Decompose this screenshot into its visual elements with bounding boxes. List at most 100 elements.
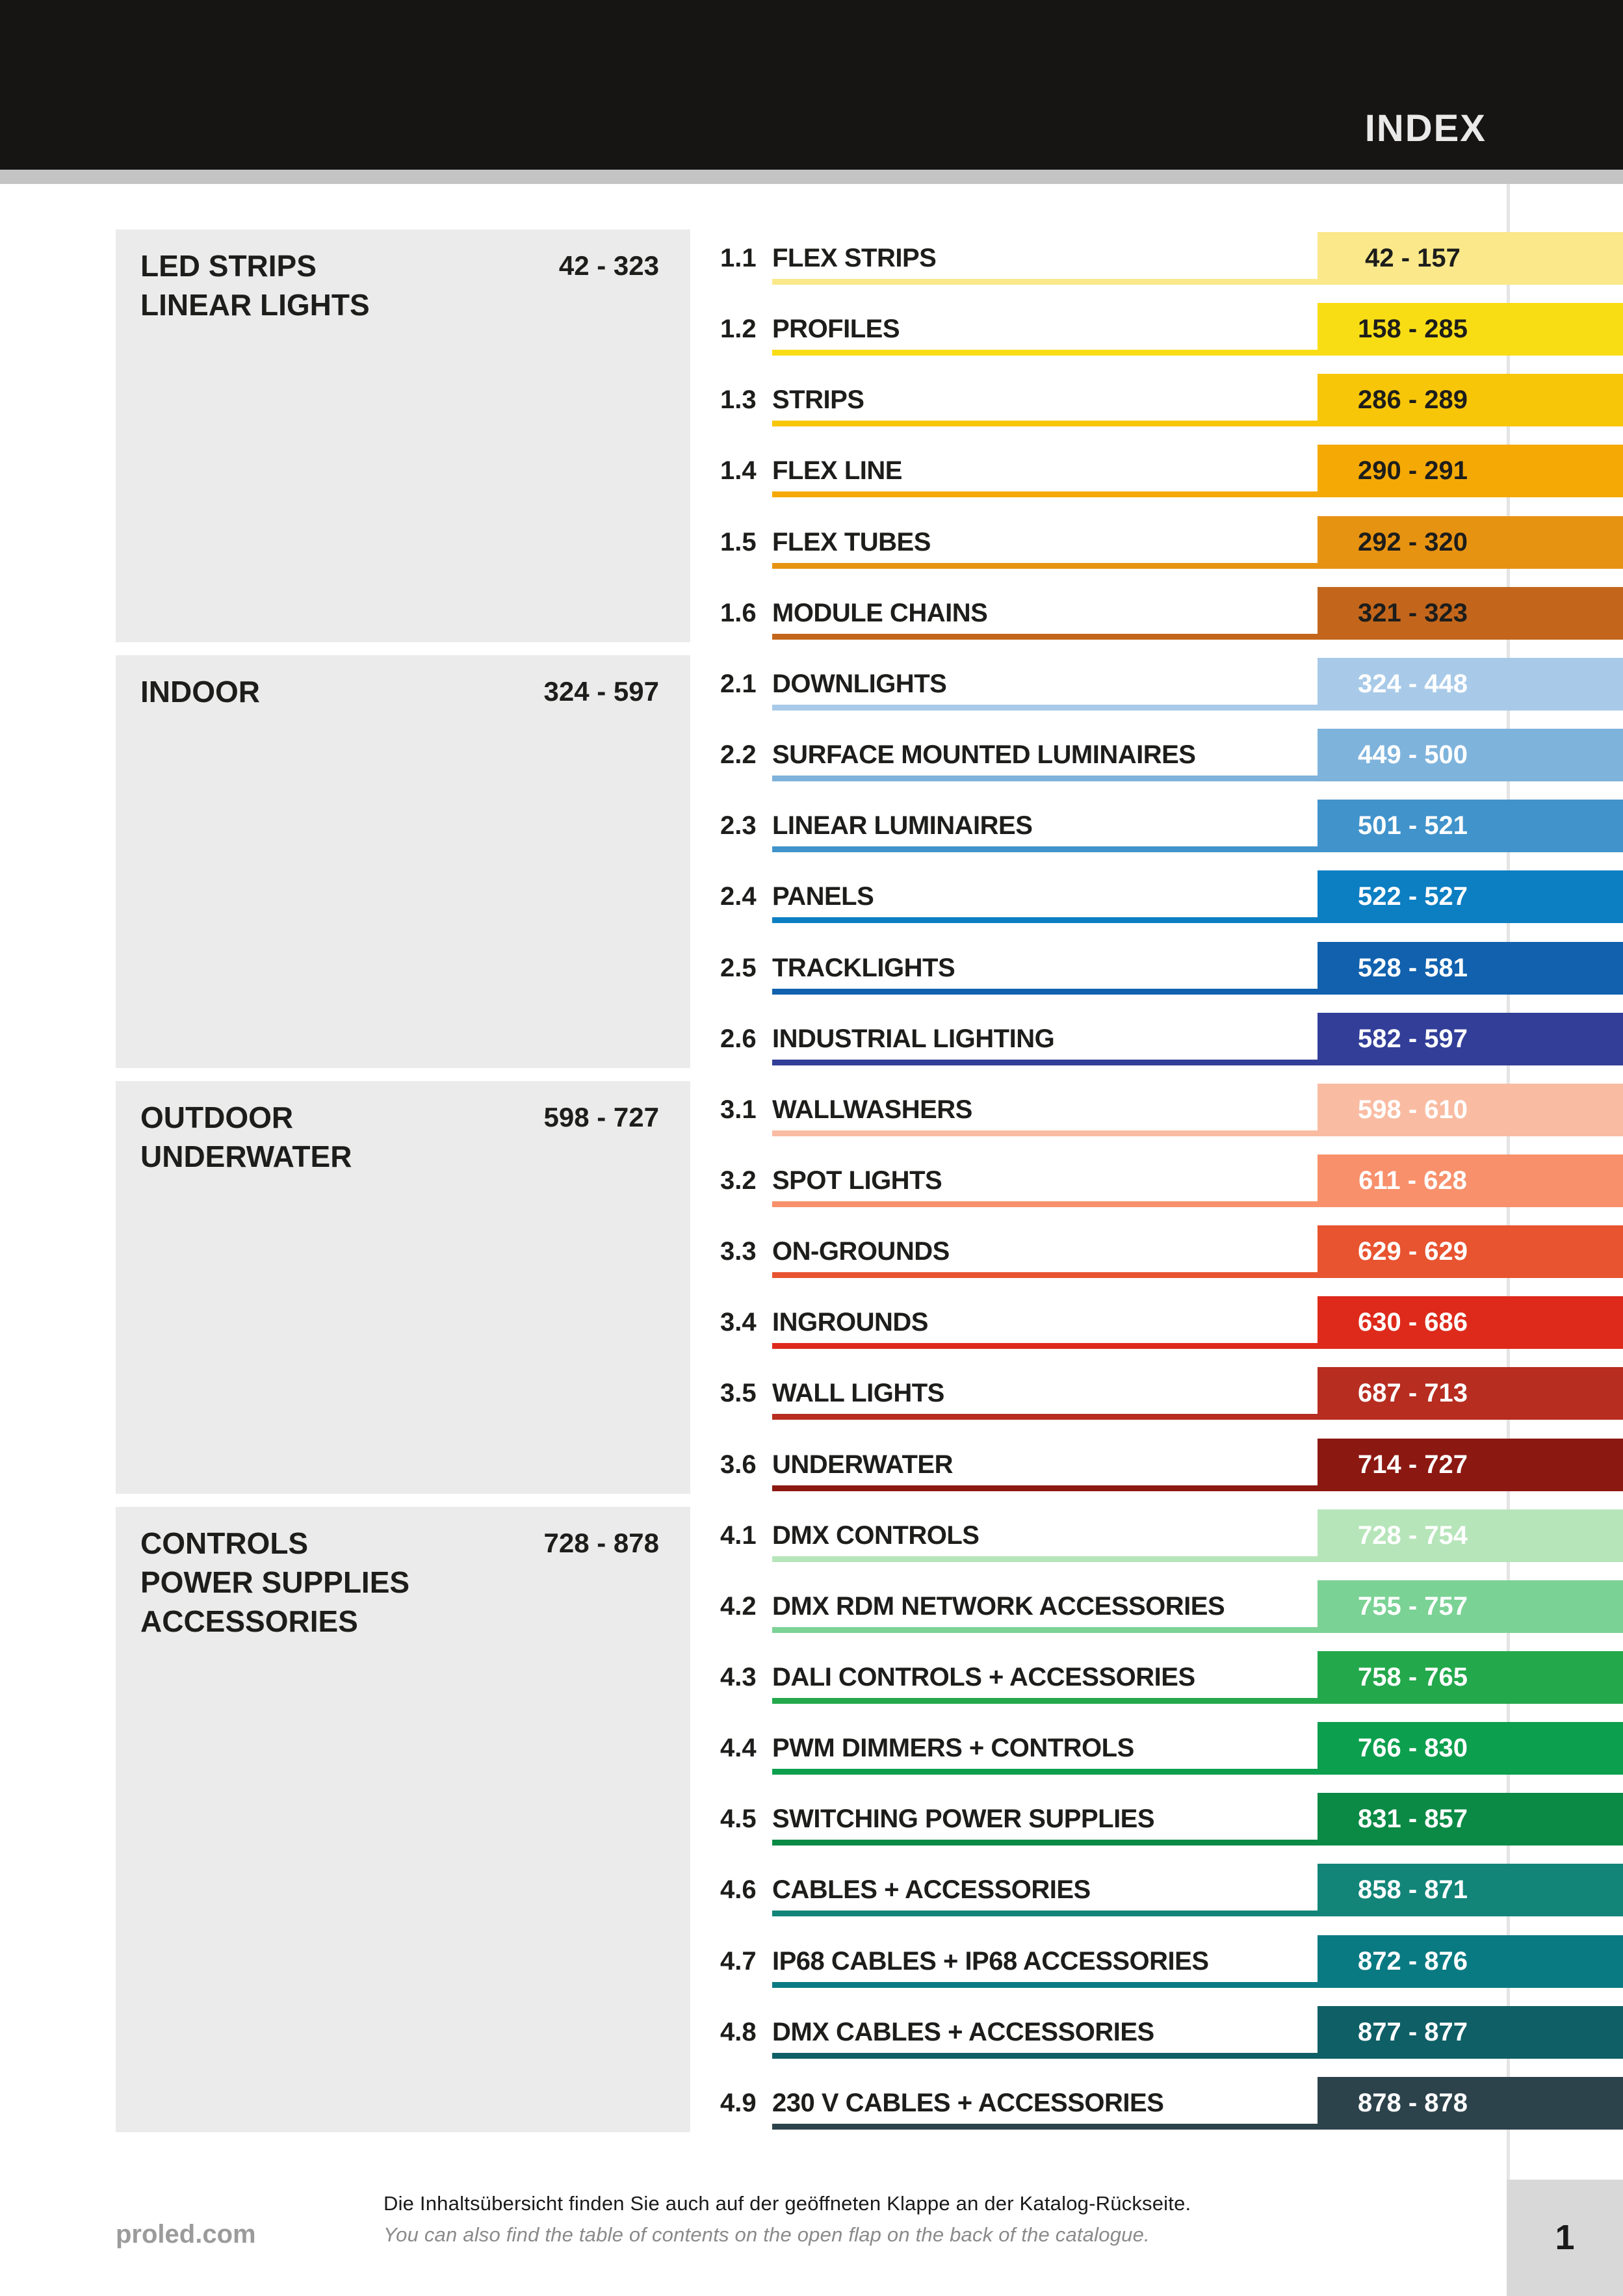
entry-underline (772, 1130, 1318, 1136)
index-row[interactable]: 4.9 230 V CABLES + ACCESSORIES 878 - 878 (0, 2077, 1623, 2130)
index-row[interactable]: 4.5 SWITCHING POWER SUPPLIES 831 - 857 (0, 1793, 1623, 1846)
index-row[interactable]: 1.3 STRIPS 286 - 289 (0, 374, 1623, 426)
index-row[interactable]: 2.4 PANELS 522 - 527 (0, 870, 1623, 923)
entry-label: STRIPS (772, 385, 864, 414)
entry-number: 4.2 (720, 1592, 757, 1621)
index-row[interactable]: 2.2 SURFACE MOUNTED LUMINAIRES 449 - 500 (0, 729, 1623, 781)
index-row[interactable]: 3.6 UNDERWATER 714 - 727 (0, 1439, 1623, 1491)
page-range-text: 582 - 597 (1357, 1024, 1468, 1053)
page-range-badge: 758 - 765 (1318, 1651, 1623, 1704)
page-range-text: 158 - 285 (1357, 315, 1468, 343)
entry-label: WALLWASHERS (772, 1095, 972, 1124)
page-range-badge: 528 - 581 (1318, 942, 1623, 995)
index-row[interactable]: 3.2 SPOT LIGHTS 611 - 628 (0, 1155, 1623, 1207)
entry-underline (772, 1911, 1318, 1916)
entry-underline (772, 1982, 1318, 1988)
page-range-text: 629 - 629 (1357, 1237, 1468, 1266)
page-range-text: 290 - 291 (1357, 456, 1468, 485)
page-range-badge: 158 - 285 (1318, 303, 1623, 356)
entry-label: TRACKLIGHTS (772, 954, 955, 982)
section-title: CONTROLS POWER SUPPLIES ACCESSORIES (140, 1524, 409, 1641)
entry-number: 1.6 (720, 599, 757, 627)
index-row[interactable]: 4.8 DMX CABLES + ACCESSORIES 877 - 877 (0, 2006, 1623, 2059)
entry-number: 2.1 (720, 670, 757, 698)
index-row[interactable]: 4.4 PWM DIMMERS + CONTROLS 766 - 830 (0, 1722, 1623, 1775)
page-number: 1 (1555, 2218, 1575, 2257)
page-range-badge: 522 - 527 (1318, 870, 1623, 923)
section-panel: LED STRIPS LINEAR LIGHTS 42 - 323 (116, 229, 690, 642)
index-row[interactable]: 3.3 ON-GROUNDS 629 - 629 (0, 1225, 1623, 1278)
entry-underline (772, 634, 1318, 640)
footer-note-german: Die Inhaltsübersicht finden Sie auch auf… (383, 2192, 1191, 2215)
entry-label: INGROUNDS (772, 1308, 928, 1337)
index-row[interactable]: 4.2 DMX RDM NETWORK ACCESSORIES 755 - 757 (0, 1580, 1623, 1633)
header-bar: INDEX (0, 0, 1623, 170)
entry-number: 4.3 (720, 1663, 757, 1691)
entry-number: 4.8 (720, 2018, 757, 2046)
entry-number: 1.2 (720, 315, 757, 343)
entry-number: 3.3 (720, 1237, 757, 1266)
section-panel: OUTDOOR UNDERWATER 598 - 727 (116, 1080, 690, 1494)
entry-number: 1.1 (720, 244, 757, 272)
website-link[interactable]: proled.com (116, 2220, 256, 2249)
section-page-range: 728 - 878 (543, 1527, 659, 1558)
index-row[interactable]: 1.6 MODULE CHAINS 321 - 323 (0, 587, 1623, 640)
entry-number: 3.6 (720, 1450, 757, 1479)
entry-number: 4.9 (720, 2089, 757, 2117)
index-row[interactable]: 3.1 WALLWASHERS 598 - 610 (0, 1084, 1623, 1136)
entry-underline (772, 1698, 1318, 1704)
page-range-text: 292 - 320 (1357, 528, 1468, 556)
entry-label: SPOT LIGHTS (772, 1166, 942, 1195)
page-range-badge: 598 - 610 (1318, 1084, 1623, 1136)
page-range-badge: 286 - 289 (1318, 374, 1623, 426)
index-row[interactable]: 1.2 PROFILES 158 - 285 (0, 303, 1623, 356)
index-row[interactable]: 2.6 INDUSTRIAL LIGHTING 582 - 597 (0, 1013, 1623, 1065)
index-row[interactable]: 1.5 FLEX TUBES 292 - 320 (0, 516, 1623, 569)
header-strip (0, 170, 1623, 184)
page-range-badge: 766 - 830 (1318, 1722, 1623, 1775)
entry-underline (772, 1485, 1318, 1491)
index-row[interactable]: 4.7 IP68 CABLES + IP68 ACCESSORIES 872 - 8… (0, 1935, 1623, 1988)
entry-label: DMX CABLES + ACCESSORIES (772, 2018, 1154, 2046)
entry-underline (772, 421, 1318, 426)
entry-number: 1.3 (720, 385, 757, 414)
entry-underline (772, 776, 1318, 781)
entry-underline (772, 279, 1318, 285)
section-title: INDOOR (140, 672, 260, 711)
index-row[interactable]: 3.4 INGROUNDS 630 - 686 (0, 1296, 1623, 1349)
index-row[interactable]: 3.5 WALL LIGHTS 687 - 713 (0, 1367, 1623, 1420)
page-range-text: 728 - 754 (1357, 1521, 1468, 1550)
page-range-badge: 582 - 597 (1318, 1013, 1623, 1065)
page-range-text: 831 - 857 (1357, 1805, 1468, 1833)
entry-underline (772, 846, 1318, 852)
entry-label: FLEX STRIPS (772, 244, 937, 272)
entry-underline (772, 1343, 1318, 1349)
index-row[interactable]: 1.1 FLEX STRIPS 42 - 157 (0, 232, 1623, 285)
index-row[interactable]: 2.5 TRACKLIGHTS 528 - 581 (0, 942, 1623, 995)
entry-label: DMX RDM NETWORK ACCESSORIES (772, 1592, 1225, 1621)
page-range-text: 449 - 500 (1357, 740, 1468, 769)
page-range-text: 501 - 521 (1357, 811, 1468, 840)
entry-number: 4.5 (720, 1805, 757, 1833)
entry-underline (772, 2124, 1318, 2130)
entry-label: CABLES + ACCESSORIES (772, 1875, 1091, 1904)
entry-underline (772, 1769, 1318, 1775)
page-range-text: 286 - 289 (1357, 385, 1468, 414)
page-range-text: 872 - 876 (1357, 1947, 1468, 1976)
index-row[interactable]: 2.3 LINEAR LUMINAIRES 501 - 521 (0, 800, 1623, 852)
entry-number: 3.1 (720, 1095, 757, 1124)
index-row[interactable]: 1.4 FLEX LINE 290 - 291 (0, 445, 1623, 497)
entry-label: PROFILES (772, 315, 900, 343)
page-range-badge: 755 - 757 (1318, 1580, 1623, 1633)
entry-number: 4.1 (720, 1521, 757, 1550)
index-row[interactable]: 4.3 DALI CONTROLS + ACCESSORIES 758 - 765 (0, 1651, 1623, 1704)
index-row[interactable]: 4.6 CABLES + ACCESSORIES 858 - 871 (0, 1864, 1623, 1916)
page-range-text: 687 - 713 (1357, 1379, 1468, 1407)
index-row[interactable]: 4.1 DMX CONTROLS 728 - 754 (0, 1509, 1623, 1562)
index-row[interactable]: 2.1 DOWNLIGHTS 324 - 448 (0, 658, 1623, 711)
page-range-text: 598 - 610 (1357, 1095, 1468, 1124)
page-range-badge: 728 - 754 (1318, 1509, 1623, 1562)
entry-label: DOWNLIGHTS (772, 670, 947, 698)
entry-label: DALI CONTROLS + ACCESSORIES (772, 1663, 1195, 1691)
